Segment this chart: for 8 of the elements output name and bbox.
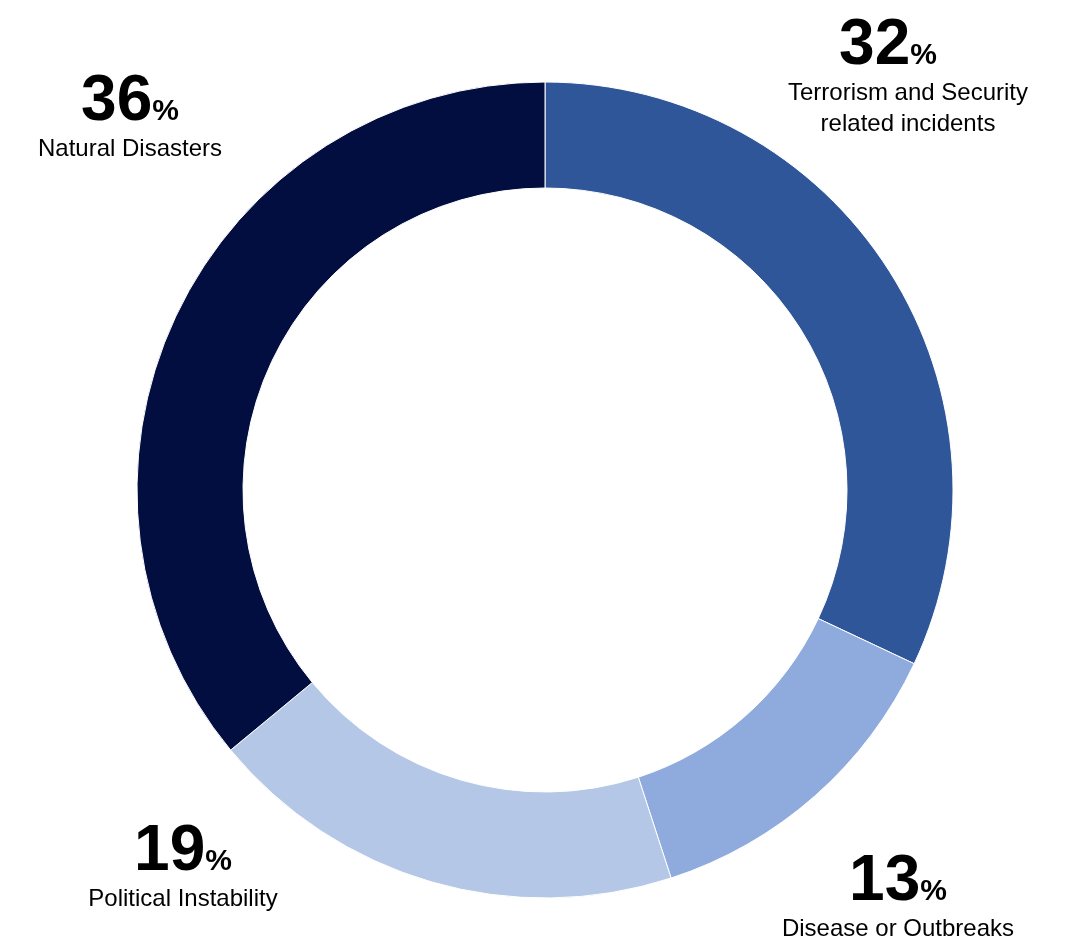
slice-label: Terrorism and Security related incidents [786,77,1030,138]
slice-label: Disease or Outbreaks [780,913,1016,943]
data-label: 13% [849,842,947,914]
slice-label: Political Instability [87,883,279,913]
slice-label: Natural Disasters [36,133,224,163]
data-label: 36% [81,62,179,134]
data-label: 32% [839,6,937,78]
data-label: 19% [134,812,232,884]
